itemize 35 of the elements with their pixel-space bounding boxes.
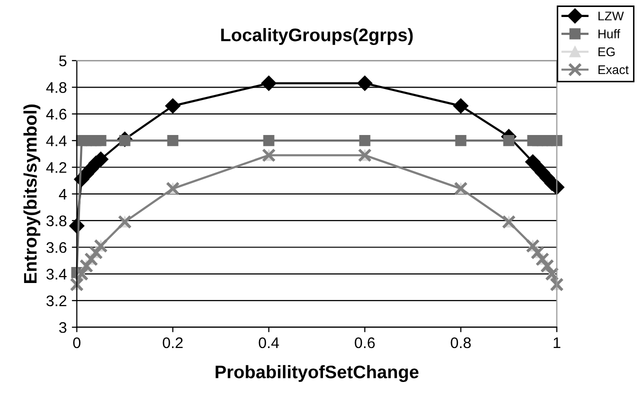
y-tick-label: 4.8 [46, 82, 66, 93]
y-tick-label: 4.4 [46, 136, 67, 146]
point [261, 76, 276, 91]
y-tick-label: 4 [58, 188, 67, 200]
x-tick-label: 0.6 [354, 337, 375, 348]
legend-label: Huff [598, 29, 620, 38]
point [263, 135, 274, 146]
y-tick-label: 3.4 [46, 268, 67, 280]
point [453, 98, 468, 114]
point [455, 135, 466, 146]
y-tick-label: 4.2 [46, 162, 66, 173]
x-axis-title: ProbabilityofSetChange [216, 365, 419, 382]
point [503, 135, 514, 146]
legend-label: Exact [598, 65, 629, 74]
y-axis-title: Entropy(bits/symbol) [23, 104, 40, 283]
point [551, 135, 562, 146]
y-tick-label: 3.6 [46, 242, 66, 253]
legend-label: EG [598, 47, 615, 56]
y-tick-label: 5 [59, 56, 66, 66]
chart-title: LocalityGroups(2grps) [221, 28, 413, 45]
point [359, 135, 370, 146]
y-tick-label: 3 [59, 322, 66, 333]
x-tick-label: 0.8 [450, 337, 471, 348]
y-tick-label: 3.2 [46, 295, 66, 306]
legend-label: LZW [598, 12, 624, 20]
x-tick-label: 0 [73, 337, 80, 348]
y-tick-label: 4.6 [46, 108, 66, 120]
point [357, 76, 372, 91]
y-tick-label: 3.8 [46, 215, 66, 226]
x-tick-label: 1 [554, 338, 560, 348]
x-tick-label: 0.2 [162, 337, 183, 348]
point [165, 98, 180, 114]
point [95, 135, 106, 146]
point [167, 135, 178, 146]
x-tick-label: 0.4 [258, 337, 279, 348]
